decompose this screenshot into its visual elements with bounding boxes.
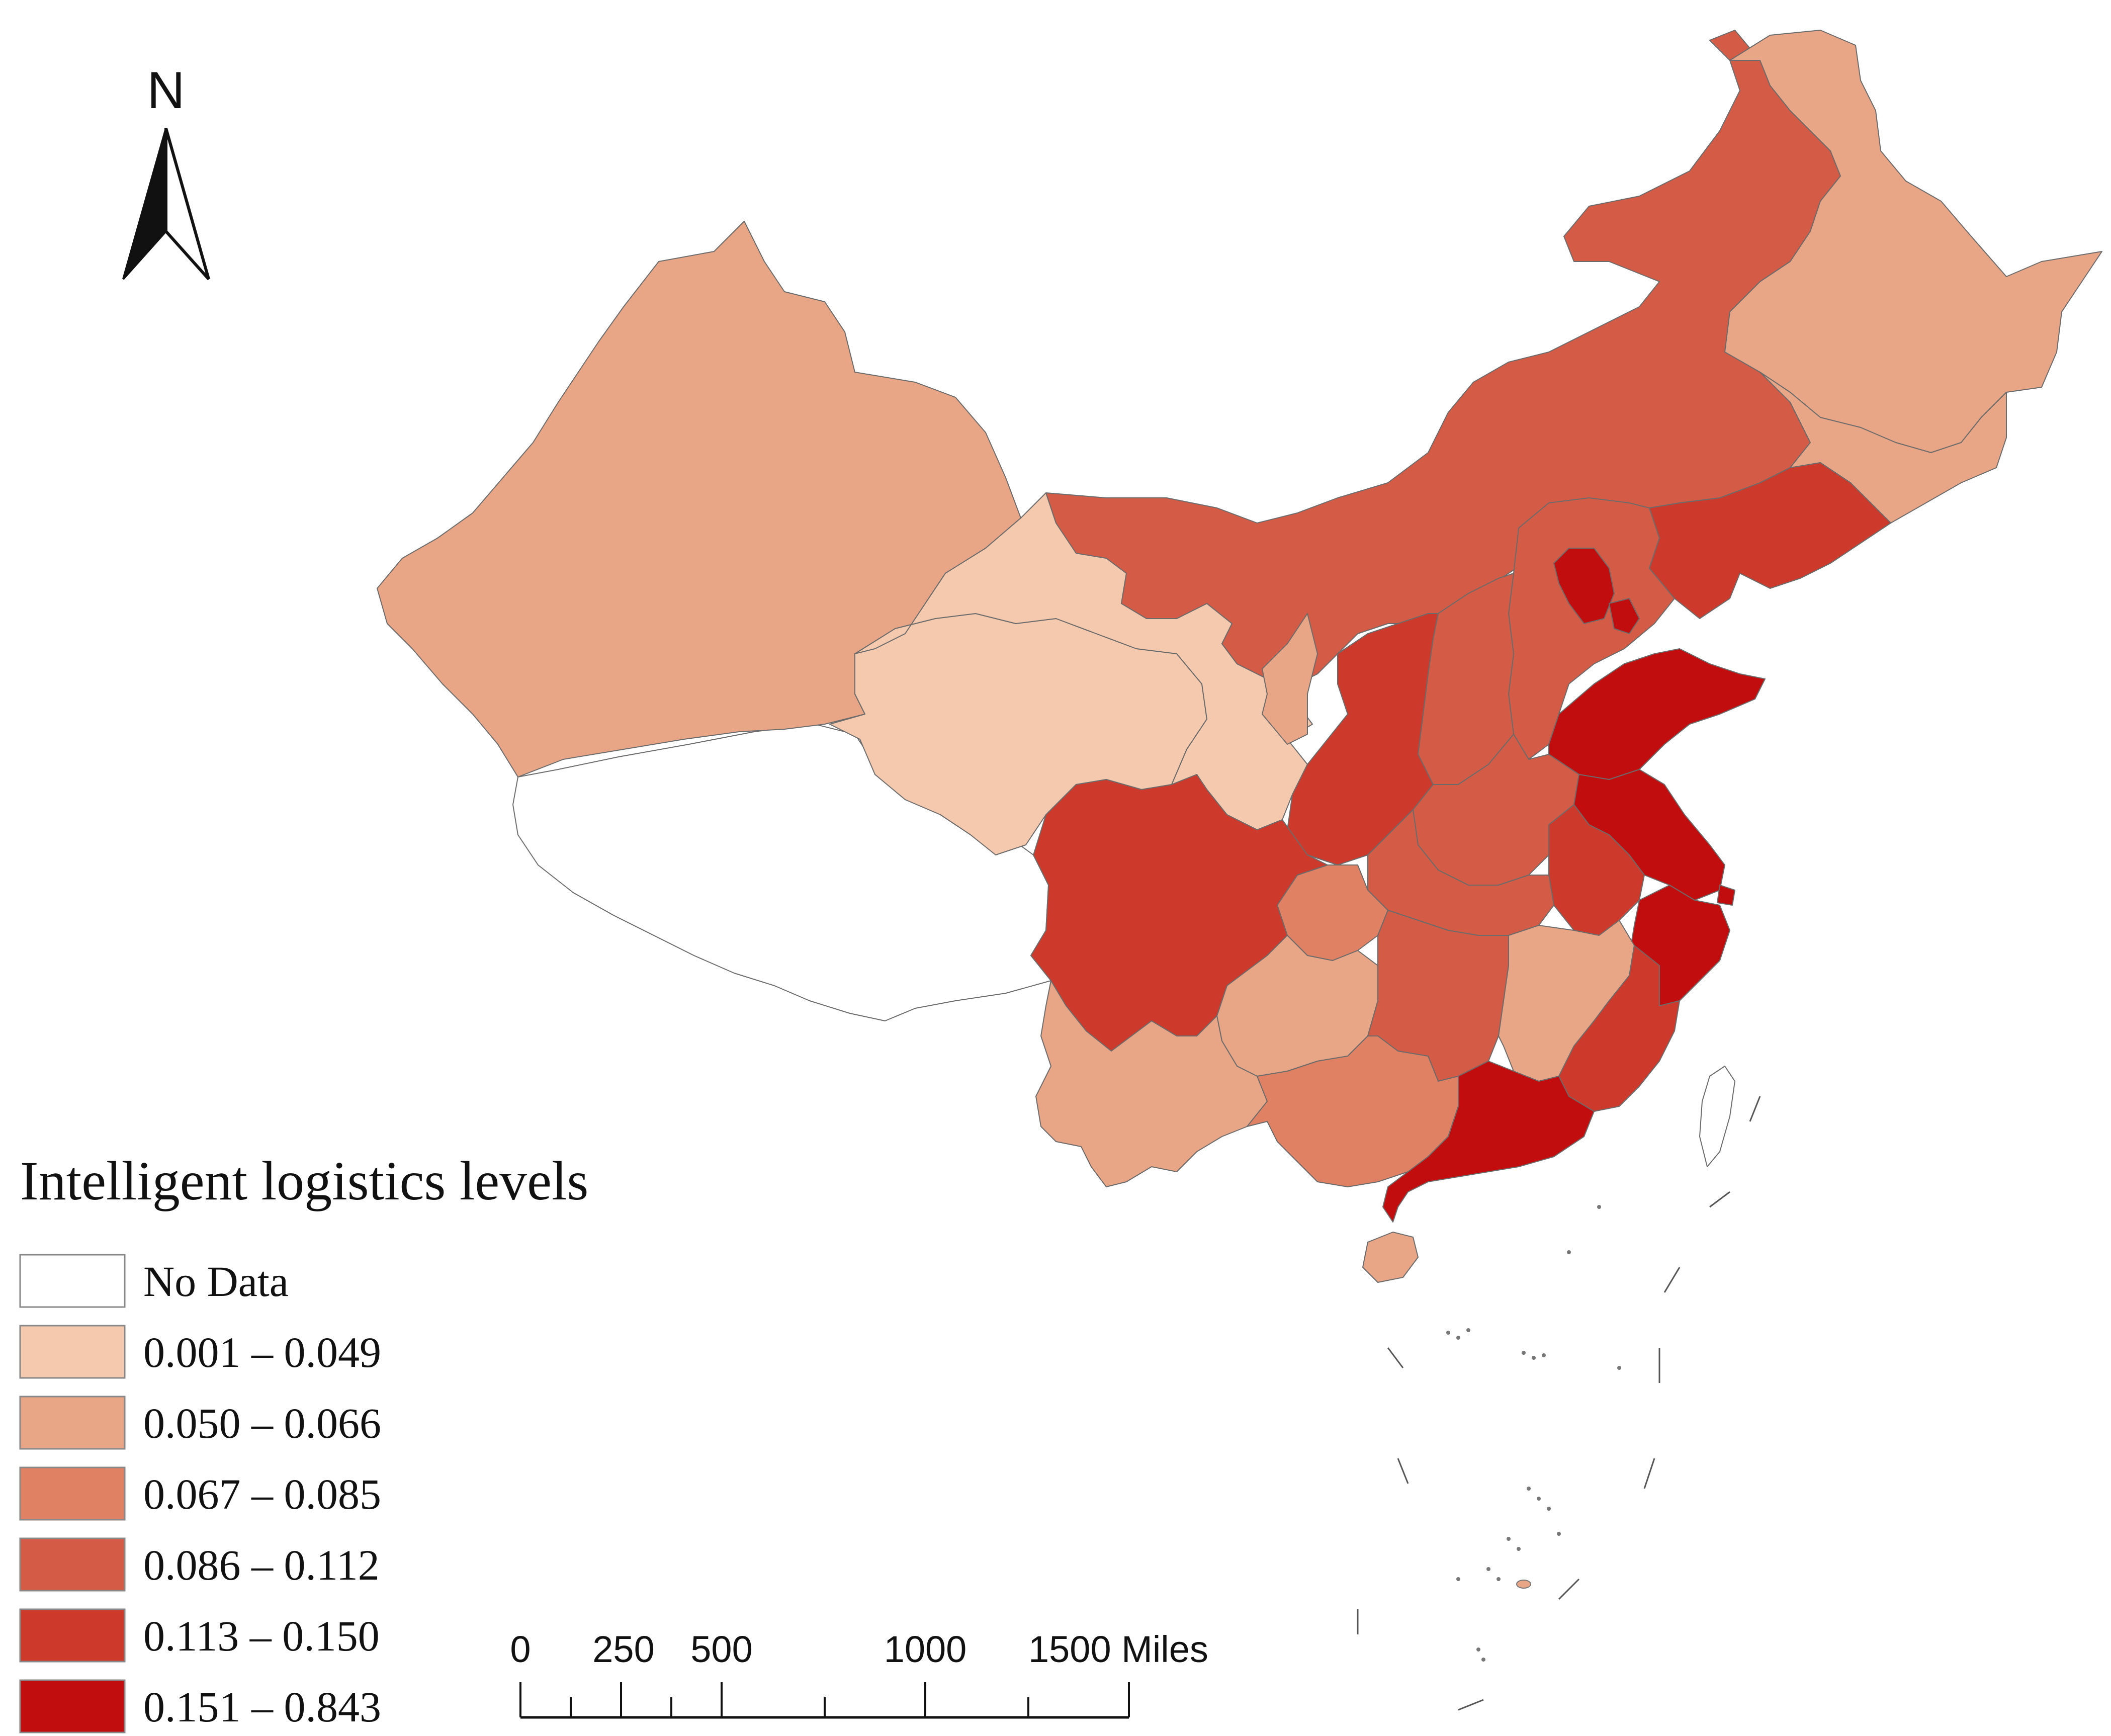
provinces — [377, 30, 2102, 1283]
scale-label: 0 — [510, 1628, 531, 1670]
legend-item: 0.001 – 0.049 — [19, 1325, 381, 1379]
south-china-sea-inset — [1357, 1096, 1761, 1711]
north-label: N — [147, 61, 185, 120]
legend-label: 0.001 – 0.049 — [143, 1328, 381, 1376]
legend-item: 0.151 – 0.843 — [19, 1679, 381, 1733]
legend-label: 0.086 – 0.112 — [143, 1541, 380, 1589]
legend-swatch — [19, 1466, 126, 1521]
legend-title: Intelligent logistics levels — [20, 1150, 588, 1211]
legend-swatch — [19, 1396, 126, 1450]
province-tianjin — [1609, 598, 1640, 634]
legend-label: 0.113 – 0.150 — [143, 1612, 380, 1660]
legend: Intelligent logistics levels No Data 0.00… — [19, 1150, 588, 1733]
legend-label: 0.067 – 0.085 — [143, 1470, 381, 1518]
legend-swatch — [19, 1608, 126, 1663]
legend-item: 0.086 – 0.112 — [19, 1537, 380, 1592]
legend-item: No Data — [19, 1254, 289, 1308]
north-arrow: N — [122, 61, 210, 281]
legend-item: 0.050 – 0.066 — [19, 1396, 381, 1450]
scale-label: 1000 — [884, 1628, 967, 1670]
scale-label: 1500 Miles — [1028, 1628, 1208, 1670]
province-liaoning — [1649, 462, 1891, 619]
province-hainan — [1362, 1232, 1419, 1283]
legend-swatch — [19, 1325, 126, 1379]
north-arrow-icon — [122, 128, 210, 281]
province-guangdong — [1382, 1061, 1595, 1223]
scale-bar: 0 250 500 1000 1500 Miles — [510, 1628, 1208, 1719]
legend-item: 0.113 – 0.150 — [19, 1608, 380, 1663]
legend-swatch — [19, 1537, 126, 1592]
legend-label: 0.050 – 0.066 — [143, 1399, 381, 1447]
legend-label: No Data — [143, 1257, 289, 1306]
scale-label: 500 — [690, 1628, 752, 1670]
province-xinjiang — [377, 221, 1021, 777]
legend-label: 0.151 – 0.843 — [143, 1683, 381, 1731]
province-ningxia — [1262, 613, 1318, 745]
province-taiwan — [1699, 1066, 1735, 1167]
legend-swatch — [19, 1679, 126, 1733]
legend-swatch — [19, 1254, 126, 1308]
province-yunnan — [1035, 980, 1268, 1187]
scale-label: 250 — [592, 1628, 654, 1670]
legend-item: 0.067 – 0.085 — [19, 1466, 381, 1521]
province-shanghai — [1717, 885, 1735, 906]
